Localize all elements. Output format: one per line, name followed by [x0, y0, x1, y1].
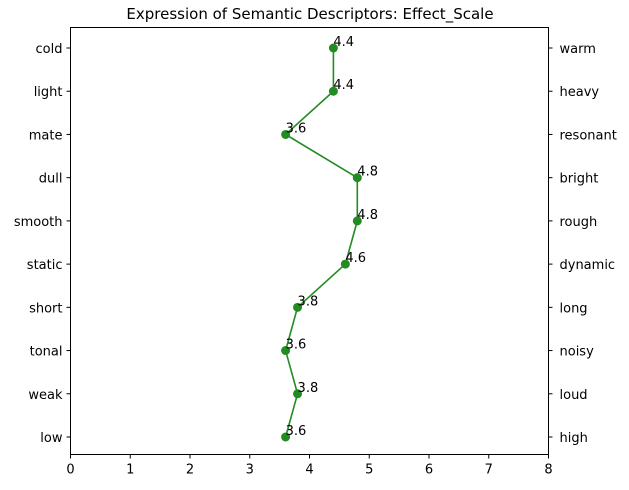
left-tick-label: short: [29, 301, 62, 316]
right-tick-label: long: [560, 301, 588, 316]
x-tick-label: 1: [126, 463, 134, 478]
x-tick-label: 3: [246, 463, 254, 478]
right-tick-label: loud: [560, 388, 588, 403]
data-label: 3.8: [298, 294, 319, 309]
right-axis: warm heavy resonant bright rough dynamic long n…: [548, 42, 617, 446]
x-axis: 0 1 2 3 4 5 6 7 8: [66, 454, 553, 478]
data-labels: 4.4 4.4 3.6 4.8 4.8 4.6 3.8 3.6 3.8 3.6: [286, 35, 378, 439]
x-tick-label: 5: [365, 463, 373, 478]
x-tick-label: 2: [186, 463, 194, 478]
data-point: [293, 302, 303, 312]
x-tick-label: 4: [305, 463, 313, 478]
left-tick-label: cold: [36, 42, 63, 57]
right-tick-label: heavy: [560, 85, 600, 100]
data-points: [281, 43, 362, 442]
right-tick-label: bright: [560, 172, 599, 187]
data-point: [281, 432, 291, 442]
data-label: 3.6: [286, 338, 307, 353]
data-label: 4.8: [357, 165, 378, 180]
x-tick-label: 6: [425, 463, 433, 478]
left-tick-label: static: [27, 258, 63, 273]
series-line: [284, 48, 359, 438]
x-tick-label: 8: [544, 463, 552, 478]
data-point: [352, 216, 362, 226]
left-tick-label: weak: [28, 388, 63, 403]
right-tick-label: resonant: [560, 128, 617, 143]
right-tick-label: rough: [560, 215, 598, 230]
x-tick-label: 7: [485, 463, 493, 478]
left-tick-label: dull: [39, 172, 63, 187]
left-tick-label: light: [34, 85, 63, 100]
left-tick-label: tonal: [30, 345, 63, 360]
data-point: [328, 43, 338, 53]
data-label: 3.8: [298, 381, 319, 396]
data-point: [281, 129, 291, 139]
data-label: 4.8: [357, 208, 378, 223]
data-point: [352, 173, 362, 183]
data-label: 3.6: [286, 121, 307, 136]
right-tick-label: noisy: [560, 345, 595, 360]
data-label: 4.4: [333, 78, 354, 93]
left-tick-label: low: [40, 431, 63, 446]
left-tick-label: mate: [29, 128, 63, 143]
right-tick-label: warm: [560, 42, 596, 57]
data-point: [293, 389, 303, 399]
data-label: 4.6: [345, 251, 366, 266]
data-point: [328, 86, 338, 96]
left-axis: cold light mate dull smooth static short tonal w…: [14, 42, 71, 446]
data-label: 3.6: [286, 424, 307, 439]
data-label: 4.4: [333, 35, 354, 50]
right-tick-label: dynamic: [560, 258, 616, 273]
chart-title: Expression of Semantic Descriptors: Effe…: [126, 5, 493, 24]
data-point: [281, 346, 291, 356]
right-tick-label: high: [560, 431, 588, 446]
left-tick-label: smooth: [14, 215, 63, 230]
x-tick-label: 0: [66, 463, 74, 478]
data-point: [340, 259, 350, 269]
